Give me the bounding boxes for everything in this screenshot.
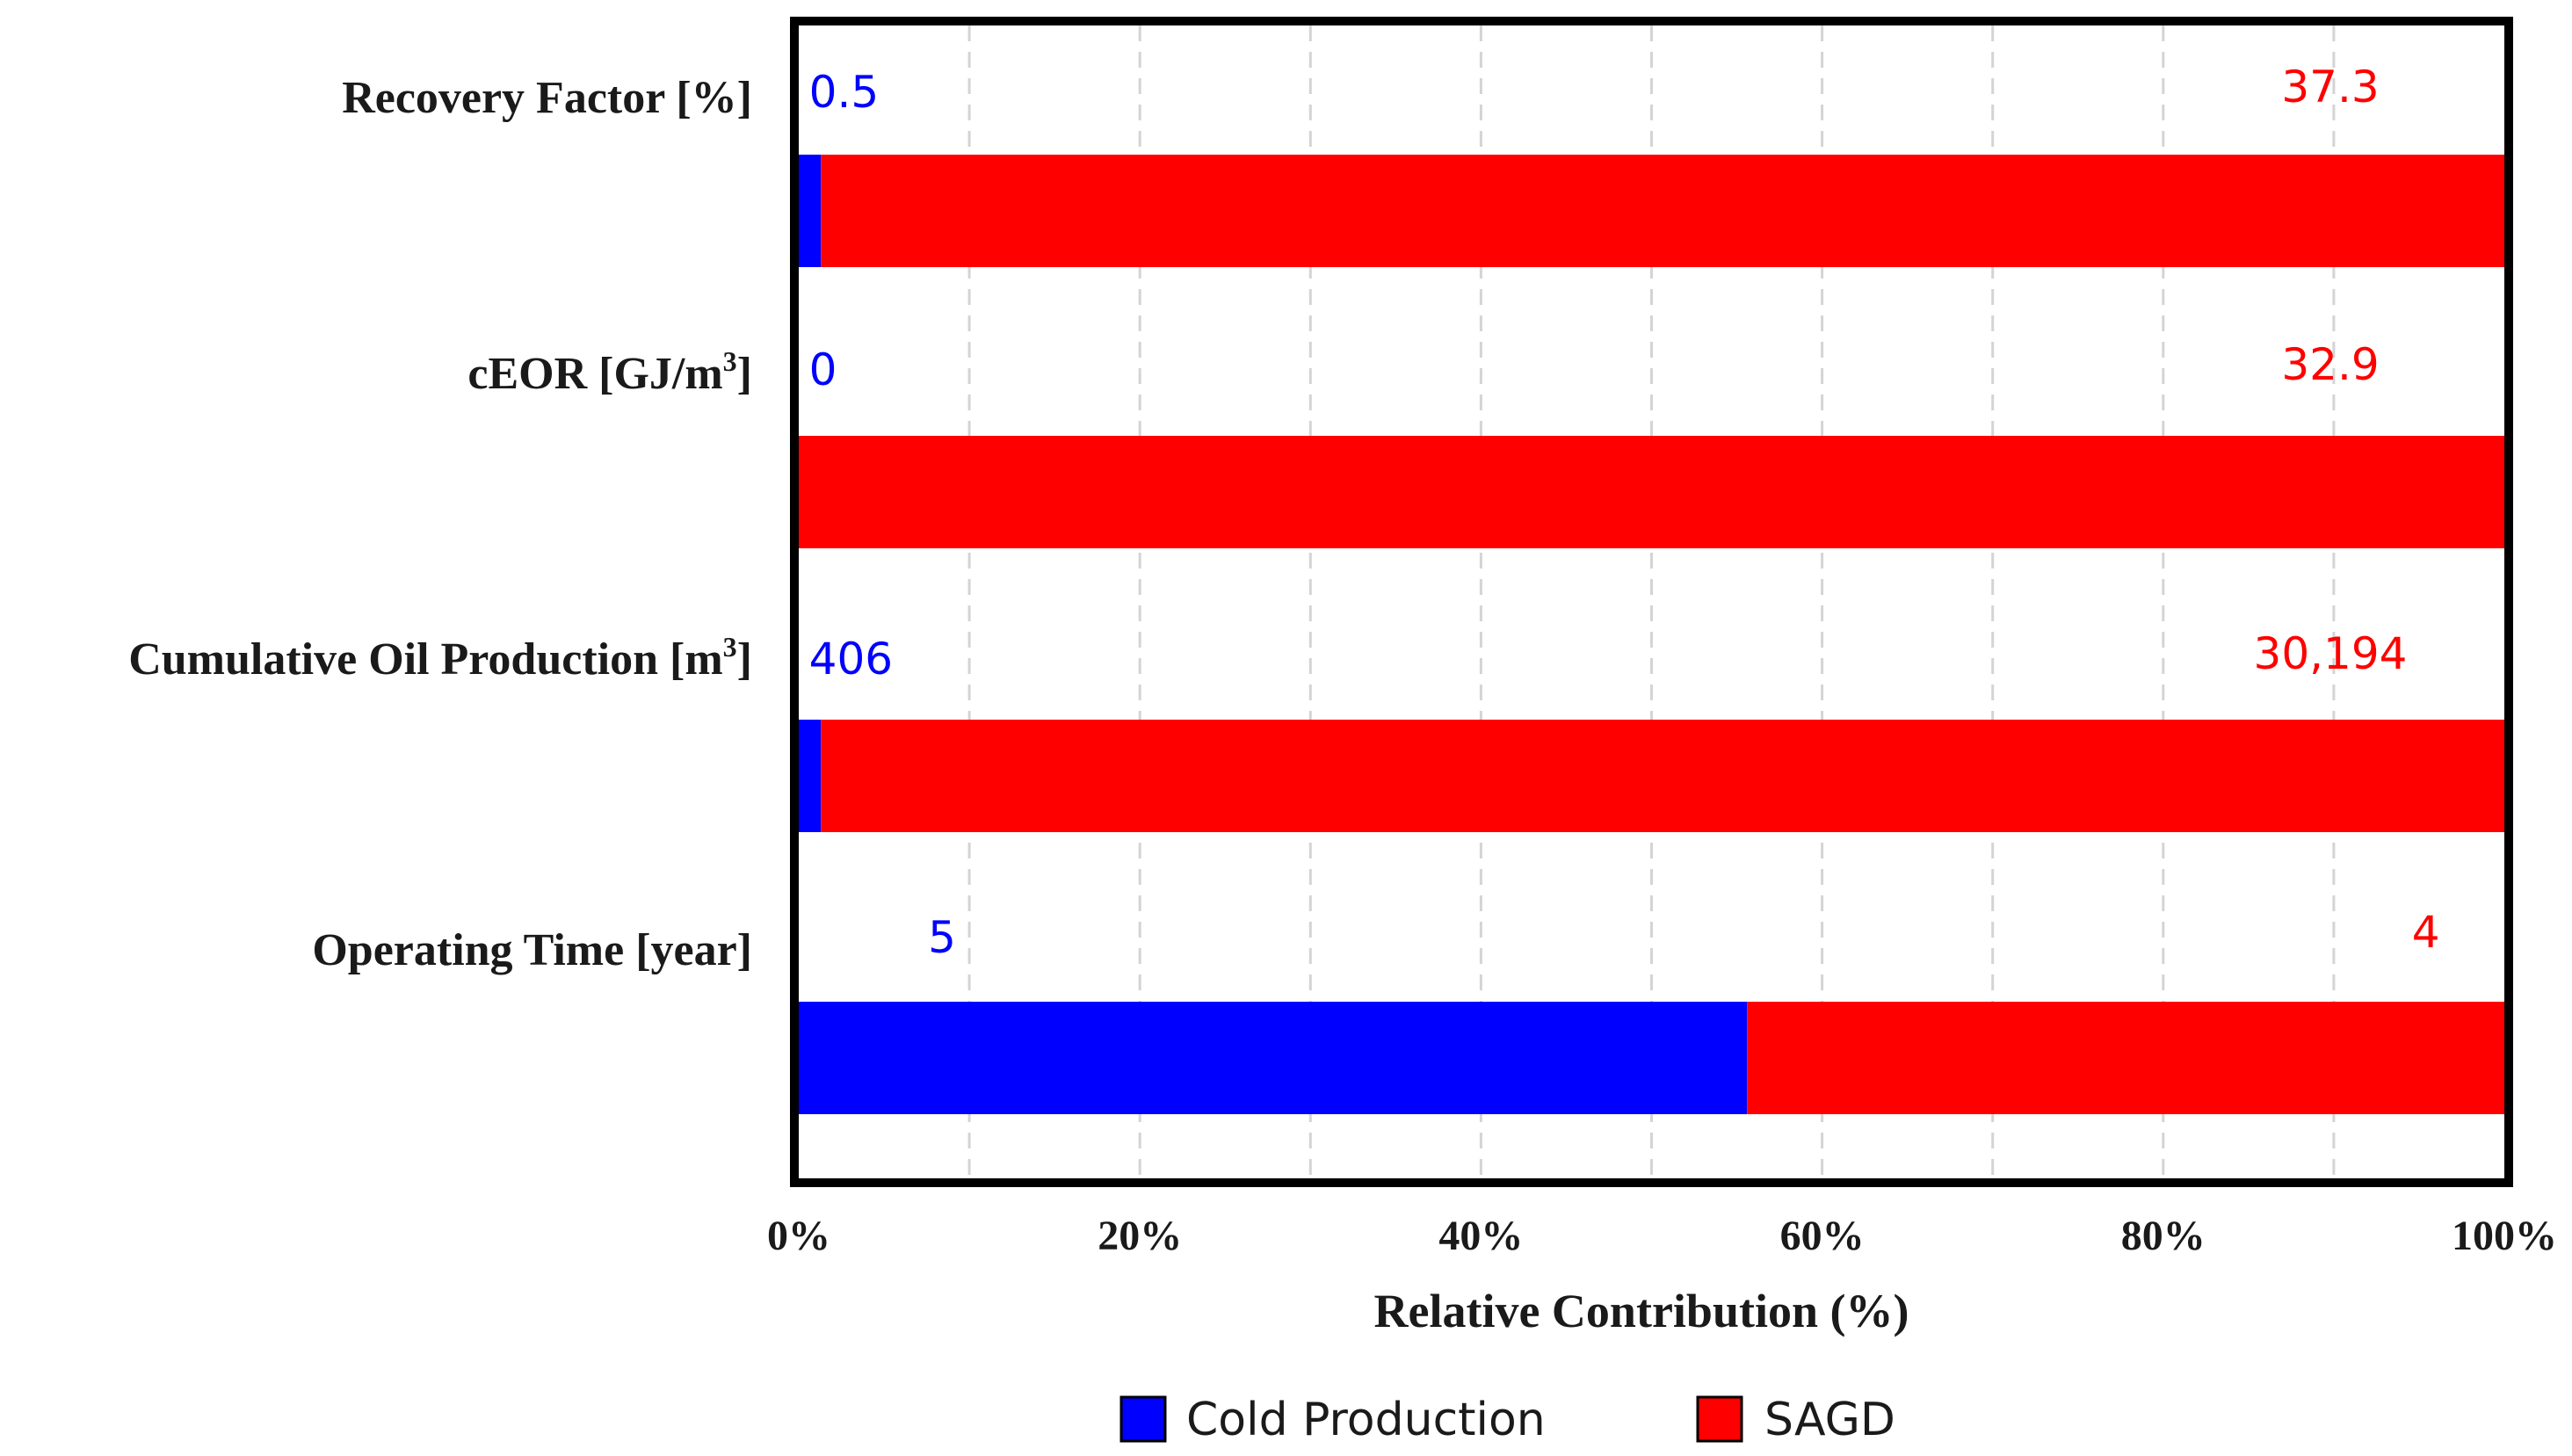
sagd-legend-label: SAGD <box>1764 1394 1895 1446</box>
value-labels: 0.5 37.3 0 32.9 406 30,194 5 4 <box>809 62 2440 963</box>
cold-production-bar-3 <box>799 720 822 832</box>
cold-production-bar-1 <box>799 155 822 267</box>
x-tick-labels: 0% 20% 40% 60% 80% 100% <box>767 1213 2557 1259</box>
sagd-value-label-4: 4 <box>2412 907 2440 958</box>
x-tick-label-1: 20% <box>1098 1213 1182 1259</box>
cold-production-legend-label: Cold Production <box>1186 1394 1546 1446</box>
cold-production-bar-4 <box>799 1002 1748 1114</box>
sagd-legend-swatch <box>1696 1395 1743 1443</box>
sagd-bar-4 <box>1747 1002 2504 1114</box>
x-axis-title: Relative Contribution (%) <box>1374 1285 1909 1337</box>
x-tick-label-4: 80% <box>2121 1213 2206 1259</box>
sagd-bar-1 <box>821 155 2505 267</box>
cold-production-legend-swatch <box>1119 1395 1167 1443</box>
x-tick-label-0: 0% <box>767 1213 830 1259</box>
x-tick-label-3: 60% <box>1780 1213 1865 1259</box>
category-label-3: Cumulative Oil Production [m3] <box>128 631 752 685</box>
category-label-1: Recovery Factor [%] <box>342 73 752 123</box>
cold-production-value-label-2: 0 <box>809 344 837 395</box>
cold-production-value-label-3: 406 <box>809 634 893 685</box>
category-labels: Recovery Factor [%] cEOR [GJ/m3] Cumulativ… <box>128 73 752 975</box>
sagd-bar-2 <box>799 436 2504 548</box>
x-tick-label-2: 40% <box>1438 1213 1523 1259</box>
cold-production-value-label-1: 0.5 <box>809 67 880 118</box>
plot-frame <box>790 17 2513 1187</box>
bars <box>799 155 2505 1114</box>
category-label-2: cEOR [GJ/m3] <box>467 345 752 399</box>
sagd-value-label-2: 32.9 <box>2281 339 2379 390</box>
x-tick-label-5: 100% <box>2452 1213 2557 1259</box>
sagd-bar-3 <box>821 720 2505 832</box>
sagd-value-label-3: 30,194 <box>2254 628 2408 679</box>
category-label-4: Operating Time [year] <box>312 925 752 975</box>
legend: Cold Production SAGD <box>1119 1394 1895 1446</box>
sagd-value-label-1: 37.3 <box>2281 62 2379 112</box>
cold-production-value-label-4: 5 <box>928 912 956 963</box>
